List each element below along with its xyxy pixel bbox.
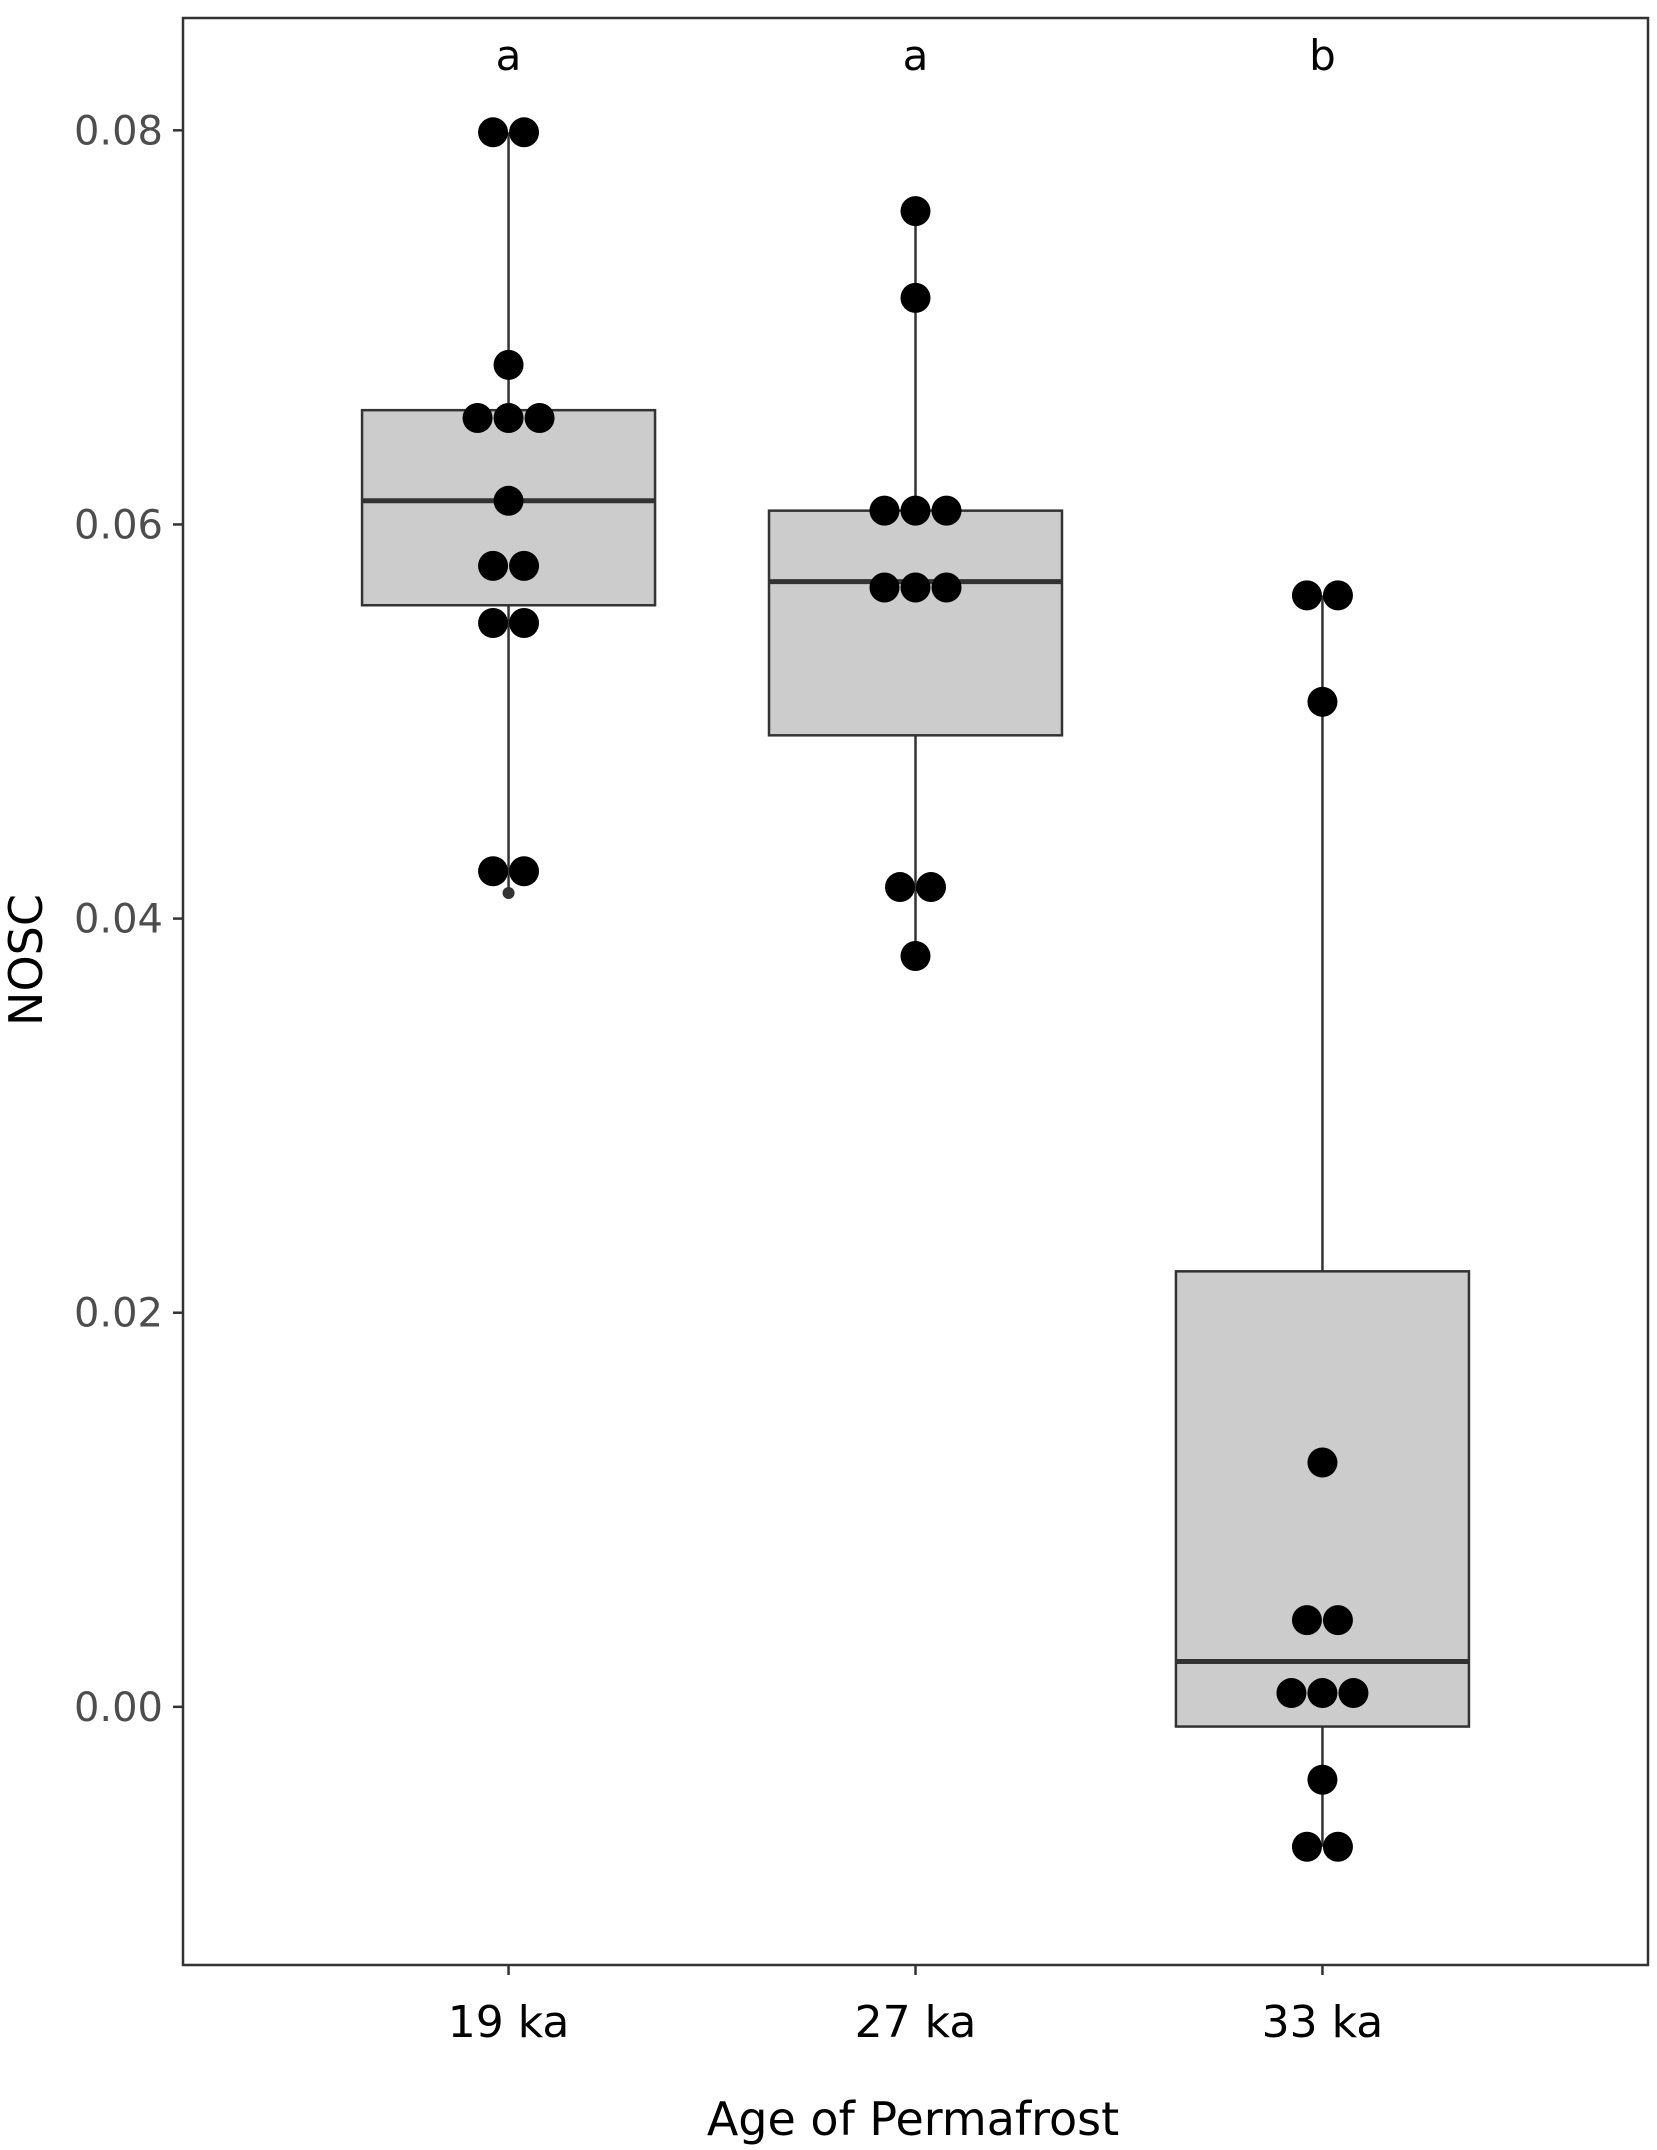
data-point xyxy=(1307,1447,1338,1478)
x-tick-label: 27 ka xyxy=(855,1997,977,2048)
data-point xyxy=(1276,1678,1307,1709)
data-point xyxy=(1322,580,1353,611)
data-point xyxy=(1322,1831,1353,1862)
data-point xyxy=(1291,580,1322,611)
data-point xyxy=(493,349,524,380)
data-point xyxy=(493,403,524,434)
data-point xyxy=(524,403,555,434)
data-point xyxy=(509,550,540,581)
data-point xyxy=(478,550,509,581)
group-letter: a xyxy=(903,31,929,80)
data-point xyxy=(900,941,931,972)
data-point xyxy=(1322,1605,1353,1636)
x-tick-label: 33 ka xyxy=(1262,1997,1384,2048)
data-point xyxy=(900,282,931,313)
data-point xyxy=(900,495,931,526)
data-points xyxy=(462,117,1369,1862)
x-tick-label: 19 ka xyxy=(448,1997,570,2048)
y-tick-label: 0.00 xyxy=(74,1685,163,1731)
axes: 0.00 0.02 0.04 0.06 0.08 19 ka a 27 ka a 33 ka b xyxy=(74,31,1383,2048)
y-tick-label: 0.08 xyxy=(74,108,163,154)
data-point xyxy=(478,117,509,148)
data-point xyxy=(869,495,900,526)
data-point xyxy=(1307,1678,1338,1709)
box xyxy=(1174,1270,1471,1728)
data-point xyxy=(509,117,540,148)
plot-area xyxy=(360,132,1471,1847)
data-point xyxy=(869,572,900,603)
data-point xyxy=(900,572,931,603)
data-point xyxy=(478,607,509,638)
data-point xyxy=(1291,1605,1322,1636)
box xyxy=(767,509,1064,737)
data-point xyxy=(509,856,540,887)
y-tick-label: 0.06 xyxy=(74,502,163,548)
data-point xyxy=(916,872,946,903)
data-point xyxy=(1338,1678,1369,1709)
x-axis-title: Age of Permafrost xyxy=(707,2092,1119,2146)
data-point xyxy=(885,872,915,903)
data-point xyxy=(931,495,962,526)
y-tick-label: 0.04 xyxy=(74,897,163,943)
y-axis-title: NOSC xyxy=(0,894,53,1026)
data-point xyxy=(900,196,931,227)
data-point xyxy=(462,403,493,434)
data-point xyxy=(509,607,540,638)
data-point xyxy=(1307,686,1338,717)
data-point xyxy=(493,485,524,516)
data-point xyxy=(478,856,509,887)
y-tick-label: 0.02 xyxy=(74,1291,163,1337)
group-letter: a xyxy=(496,31,522,80)
group-letter: b xyxy=(1309,31,1336,80)
data-point xyxy=(1291,1831,1322,1862)
data-point xyxy=(931,572,962,603)
outlier-point xyxy=(502,886,515,899)
data-point xyxy=(1307,1764,1338,1795)
